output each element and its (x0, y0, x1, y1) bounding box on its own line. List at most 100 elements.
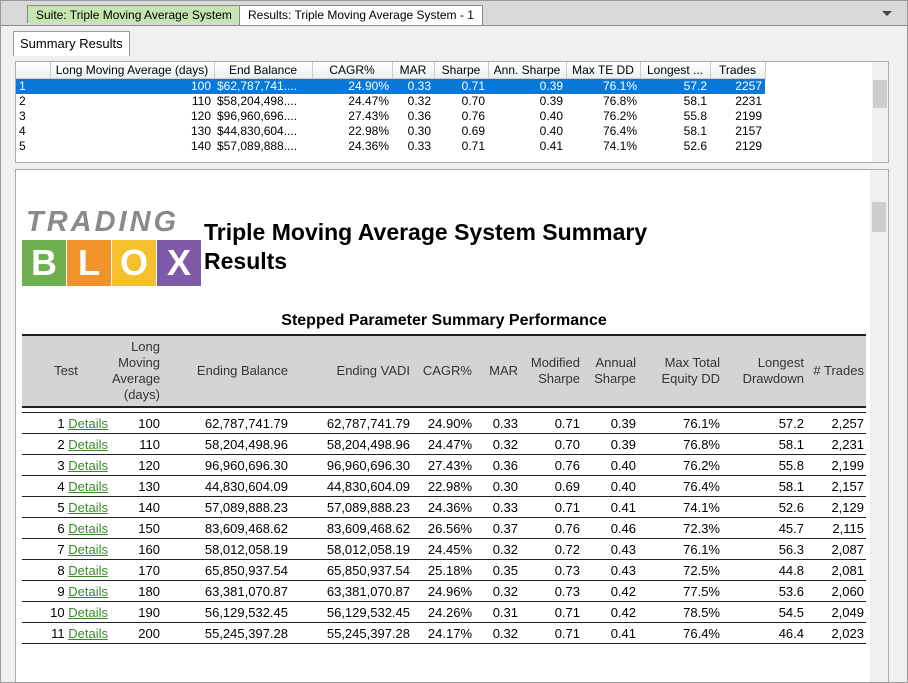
report-value: 76.1% (683, 541, 720, 557)
grid-header-cell[interactable]: Longest ... (640, 62, 711, 79)
report-cell: 76.8% (638, 433, 722, 455)
grid-row[interactable]: 2 110 $58,204,498.... 24.47% 0.32 0.70 0.39 76.… (16, 94, 765, 109)
grid-cell: 2199 (735, 109, 762, 123)
tab-menu-arrow[interactable] (881, 10, 893, 18)
spacer (22, 407, 866, 413)
report-cell: 65,850,937.54 (162, 559, 290, 581)
report-cell: 58,012,058.19 (162, 538, 290, 560)
details-link[interactable]: Details (68, 520, 108, 536)
details-link[interactable]: Details (68, 625, 108, 641)
grid-row[interactable]: 1 100 $62,787,741.... 24.90% 0.33 0.71 0.39 76.… (16, 78, 765, 94)
report-header-cell: Annual Sharpe (582, 334, 638, 408)
report-value: 72.5% (683, 562, 720, 578)
grid-cell: 24.90% (312, 78, 392, 94)
report-cell: 0.46 (582, 517, 638, 539)
details-link[interactable]: Details (68, 415, 108, 431)
report-cell: 1 Details (22, 412, 110, 434)
grid-header-cell[interactable]: Trades (710, 62, 766, 79)
grid-header-cell[interactable]: Long Moving Average (days) (50, 62, 215, 79)
report-header-cell: Max Total Equity DD (638, 334, 722, 408)
report-value: 58.1 (778, 478, 804, 494)
report-value: 53.6 (778, 583, 804, 599)
report-cell: 53.6 (722, 580, 806, 602)
grid-cell: 52.6 (683, 139, 707, 153)
report-cell: 63,381,070.87 (162, 580, 290, 602)
report-value: 24.36% (427, 499, 472, 515)
report-cell: 0.43 (582, 559, 638, 581)
report-cell: 63,381,070.87 (290, 580, 412, 602)
report-value: 2,231 (831, 436, 864, 452)
report-cell: 0.73 (520, 580, 582, 602)
report-cell: 0.32 (474, 538, 520, 560)
report-cell: 0.35 (474, 559, 520, 581)
report-value: 62,787,741.79 (326, 415, 410, 431)
report-value: 4 (57, 478, 65, 494)
report-cell: 0.30 (474, 475, 520, 497)
report-cell: 27.43% (412, 454, 474, 476)
grid-header-cell[interactable]: Sharpe (434, 62, 489, 79)
report-value: 55.8 (778, 457, 804, 473)
report-value: 200 (138, 625, 160, 641)
report-cell: 62,787,741.79 (162, 412, 290, 434)
details-link[interactable]: Details (68, 583, 108, 599)
grid-row[interactable]: 4 130 $44,830,604.... 22.98% 0.30 0.69 0.40 76.… (16, 124, 765, 139)
report-cell: 4 Details (22, 475, 110, 497)
grid-cell: 0.39 (488, 78, 566, 94)
report-cell: 0.41 (582, 622, 638, 644)
details-link[interactable]: Details (68, 541, 108, 557)
report-cell: 0.71 (520, 412, 582, 434)
details-link[interactable]: Details (68, 499, 108, 515)
report-cell: 2,129 (806, 496, 866, 518)
report-cell: 52.6 (722, 496, 806, 518)
results-tab[interactable]: Results: Triple Moving Average System - … (239, 5, 483, 25)
report-scrollbar[interactable] (870, 170, 888, 682)
grid-header-cell[interactable]: Ann. Sharpe (488, 62, 567, 79)
report-row: 5 Details 140 57,089,888.23 57,089,888.23 24… (22, 496, 866, 518)
report-value: 83,609,468.62 (326, 520, 410, 536)
report-cell: 160 (110, 538, 162, 560)
grid-cell: 0.33 (392, 78, 434, 94)
report-value: 0.40 (610, 478, 636, 494)
grid-row[interactable]: 3 120 $96,960,696.... 27.43% 0.36 0.76 0.40 76.… (16, 109, 765, 124)
report-cell: 100 (110, 412, 162, 434)
grid-cell: 0.30 (407, 124, 431, 138)
grid-cell: 2231 (735, 94, 762, 108)
report-cell: 0.69 (520, 475, 582, 497)
grid-cell: 140 (190, 139, 211, 153)
summary-tab[interactable]: Summary Results (13, 31, 130, 56)
report-value: 58,204,498.96 (204, 436, 288, 452)
grid-header-row: Long Moving Average (days) End Balance CAG… (16, 62, 766, 79)
grid-scrollbar[interactable] (872, 62, 888, 162)
details-link[interactable]: Details (68, 478, 108, 494)
report-value: 58.1 (778, 436, 804, 452)
report-cell: 55,245,397.28 (162, 622, 290, 644)
suite-tab[interactable]: Suite: Triple Moving Average System (27, 5, 241, 23)
grid-cell: 76.8% (602, 94, 637, 108)
details-link[interactable]: Details (68, 436, 108, 452)
grid-header-cell[interactable]: CAGR% (312, 62, 393, 79)
report-cell: 120 (110, 454, 162, 476)
report-value: 0.41 (610, 625, 636, 641)
report-cell: 0.32 (474, 622, 520, 644)
details-link[interactable]: Details (68, 604, 108, 620)
report-cell: 58.1 (722, 433, 806, 455)
report-cell: 150 (110, 517, 162, 539)
grid-cell: $96,960,696.... (217, 109, 298, 123)
details-link[interactable]: Details (68, 457, 108, 473)
report-value: 9 (57, 583, 65, 599)
grid-header-cell[interactable]: Max TE DD (566, 62, 641, 79)
report-header-cell: Ending Balance (162, 334, 290, 408)
report-value: 0.32 (492, 436, 518, 452)
report-value: 24.45% (427, 541, 472, 557)
grid-header-cell[interactable]: MAR (392, 62, 435, 79)
grid-row[interactable]: 5 140 $57,089,888.... 24.36% 0.33 0.71 0.41 74.… (16, 139, 765, 154)
report-value: 11 (51, 625, 65, 641)
report-value: 0.71 (554, 415, 580, 431)
details-link[interactable]: Details (68, 562, 108, 578)
report-value: 100 (138, 415, 160, 431)
grid-cell: 0.76 (461, 109, 485, 123)
grid-header-cell[interactable]: End Balance (214, 62, 313, 79)
report-value: 0.42 (610, 583, 636, 599)
report-value: 110 (139, 436, 160, 452)
